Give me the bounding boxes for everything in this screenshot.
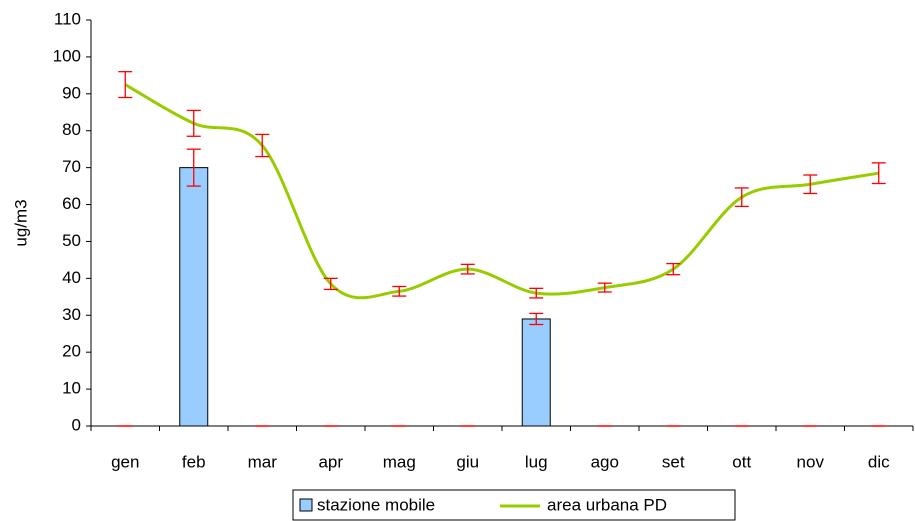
y-tick-label: 60	[62, 194, 81, 213]
y-tick-label: 100	[53, 46, 81, 65]
y-tick-label: 70	[62, 157, 81, 176]
x-tick-label: feb	[182, 452, 206, 471]
y-tick-label: 30	[62, 305, 81, 324]
y-tick-label: 0	[72, 415, 81, 434]
x-tick-label: apr	[318, 452, 343, 471]
x-tick-label: giu	[456, 452, 479, 471]
x-tick-label: ago	[591, 452, 619, 471]
line	[124, 83, 879, 300]
y-tick-label: 20	[62, 342, 81, 361]
error-bar	[392, 285, 407, 297]
bar	[179, 167, 209, 427]
error-bar	[255, 133, 270, 158]
error-bar	[118, 71, 133, 99]
error-bar	[186, 109, 201, 137]
error-bar	[186, 148, 201, 187]
x-tick-label: ott	[732, 452, 751, 471]
error-bar	[734, 187, 749, 208]
legend-swatch	[299, 498, 313, 512]
error-bar	[666, 262, 681, 276]
error-bar	[529, 287, 544, 299]
x-tick-label: mag	[383, 452, 416, 471]
error-bar	[460, 263, 475, 275]
y-axis-label: ug/m3	[11, 199, 30, 246]
x-tick-label: set	[662, 452, 685, 471]
x-tick-label: dic	[868, 452, 890, 471]
y-tick-label: 80	[62, 120, 81, 139]
x-tick-label: nov	[797, 452, 825, 471]
error-bar	[323, 277, 338, 291]
y-tick-label: 110	[54, 9, 81, 28]
y-tick-label: 40	[62, 268, 81, 287]
legend-label: area urbana PD	[547, 495, 667, 514]
legend-label: stazione mobile	[317, 495, 435, 514]
y-tick-label: 10	[62, 379, 81, 398]
x-tick-label: mar	[248, 452, 278, 471]
error-bar	[871, 162, 886, 185]
y-tick-label: 90	[62, 83, 81, 102]
error-bar	[803, 174, 818, 195]
error-bar	[597, 282, 612, 293]
x-tick-label: gen	[111, 452, 139, 471]
bar	[521, 318, 551, 427]
error-bar	[529, 312, 544, 326]
y-tick-label: 50	[62, 231, 81, 250]
x-tick-label: lug	[525, 452, 548, 471]
